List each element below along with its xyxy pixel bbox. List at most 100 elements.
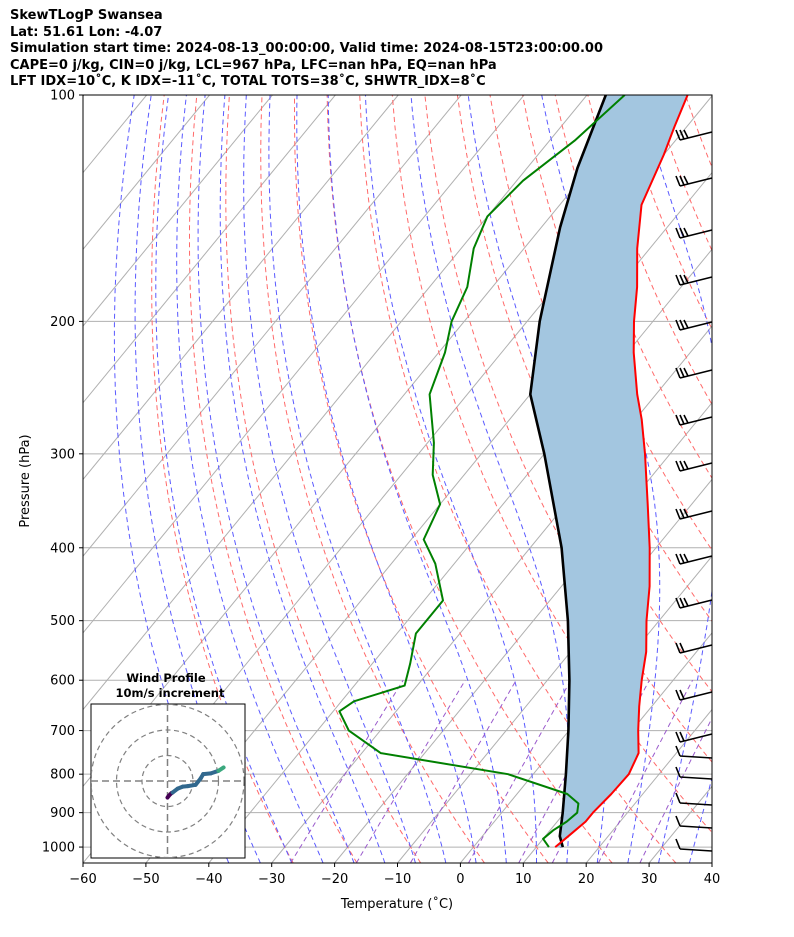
wind-barb-feather xyxy=(675,553,681,565)
wind-barb xyxy=(675,367,713,379)
wind-barb-staff xyxy=(679,462,713,472)
dry-adiabat-line xyxy=(783,95,794,863)
wind-barb-staff xyxy=(679,848,713,852)
wind-barb-staff xyxy=(679,131,713,141)
dewpoint-profile-line xyxy=(338,95,626,848)
wind-barb-feather xyxy=(675,319,681,331)
wind-barb-feather xyxy=(683,129,689,139)
wind-barb xyxy=(675,838,713,852)
wind-barb-feather xyxy=(675,508,681,520)
isotherm-line xyxy=(648,785,712,863)
stability-indices: LFT IDX=10˚C, K IDX=-11˚C, TOTAL TOTS=38… xyxy=(10,74,486,89)
wind-barb-feather xyxy=(679,274,685,285)
wind-barb-feather xyxy=(675,838,681,850)
y-tick-label: 800 xyxy=(50,768,75,783)
wind-barb-staff xyxy=(679,229,713,239)
chart-header: SkewTLogP Swansea Lat: 51.61 Lon: -4.07 … xyxy=(10,8,603,91)
wind-barb-staff xyxy=(679,416,713,426)
wind-barb-feather xyxy=(679,689,685,700)
wind-barb xyxy=(675,766,713,780)
dry-adiabat-line xyxy=(151,95,294,863)
isotherm-line xyxy=(83,95,273,327)
wind-barb-staff xyxy=(679,369,713,379)
wind-barb-feather xyxy=(679,642,685,653)
moist-adiabat-line xyxy=(243,95,416,863)
mixing-ratio-line xyxy=(639,717,712,863)
wind-barb-feather xyxy=(683,319,689,329)
isotherm-line xyxy=(83,95,85,97)
cape-fill xyxy=(530,95,688,848)
hodograph-title: Wind Profile xyxy=(126,671,206,685)
x-tick-label: 30 xyxy=(641,872,658,887)
wind-barb xyxy=(675,597,713,609)
wind-barb-feather xyxy=(675,227,681,239)
wind-barb-feather xyxy=(683,227,689,237)
cape-region xyxy=(530,95,688,848)
wind-barb-feather xyxy=(679,460,685,471)
wind-barb xyxy=(675,414,713,426)
wind-barb xyxy=(675,553,713,565)
x-axis: −60 −50 −40 −30 −20 −10 0 10 20 30 40 xyxy=(69,863,720,887)
isotherm-line xyxy=(585,708,712,863)
isotherm-line xyxy=(208,248,712,863)
profiles xyxy=(338,95,689,848)
y-tick-label: 700 xyxy=(50,724,75,739)
isotherm-line xyxy=(83,95,462,557)
wind-barb-feather xyxy=(679,597,685,608)
wind-barb-feather xyxy=(675,792,681,804)
wind-barb-staff xyxy=(679,276,713,286)
wind-barb xyxy=(675,227,713,239)
wind-barb xyxy=(675,642,713,654)
y-tick-label: 1000 xyxy=(42,841,75,856)
moist-adiabat-line xyxy=(410,95,571,863)
wind-barb-feather xyxy=(679,731,685,742)
wind-barb-feather xyxy=(675,689,681,701)
moist-adiabat-line xyxy=(365,95,537,863)
wind-barb xyxy=(675,815,713,829)
isotherm-line xyxy=(775,95,794,863)
wind-barb-feather xyxy=(675,745,681,757)
chart-title: SkewTLogP Swansea xyxy=(10,8,163,23)
wind-barb-feather xyxy=(679,367,685,378)
moist-adiabat-line xyxy=(327,95,507,863)
wind-barb-staff xyxy=(679,802,713,806)
y-tick-label: 100 xyxy=(50,89,75,104)
wind-barb-feather xyxy=(675,460,681,472)
x-tick-label: −60 xyxy=(69,872,96,887)
wind-barb xyxy=(675,319,713,331)
hodograph-trace-segment xyxy=(216,765,226,773)
wind-barb-feather xyxy=(675,274,681,286)
isotherm-line xyxy=(460,555,712,863)
wind-barb-feather xyxy=(675,815,681,827)
wind-barb-feather xyxy=(683,367,689,377)
moist-adiabat-line xyxy=(155,95,293,863)
y-tick-label: 300 xyxy=(50,447,75,462)
wind-barb-feather xyxy=(675,175,681,187)
moist-adiabat-line xyxy=(176,95,324,863)
wind-barb-staff xyxy=(679,776,713,780)
dry-adiabat-line xyxy=(359,95,677,863)
wind-barb-staff xyxy=(679,825,713,829)
wind-barb xyxy=(675,274,713,286)
dry-adiabat-line xyxy=(294,95,549,863)
hodograph-subtitle: 10m/s increment xyxy=(116,686,225,700)
isotherm-line xyxy=(83,95,210,251)
wind-barb xyxy=(675,175,713,187)
x-tick-label: −40 xyxy=(195,872,222,887)
y-tick-label: 400 xyxy=(50,541,75,556)
wind-barb-staff xyxy=(679,599,713,609)
moist-adiabat-line xyxy=(268,95,447,863)
wind-barb-feather xyxy=(675,414,681,426)
wind-barb xyxy=(675,460,713,472)
x-tick-label: 10 xyxy=(515,872,532,887)
wind-barb xyxy=(675,129,713,141)
x-tick-label: 40 xyxy=(704,872,721,887)
simulation-times: Simulation start time: 2024-08-13_00:00:… xyxy=(10,41,603,56)
y-tick-label: 900 xyxy=(50,806,75,821)
wind-barb-feather xyxy=(683,597,689,607)
dry-adiabat-line xyxy=(685,95,712,169)
moist-adiabat-line xyxy=(688,775,712,863)
moist-adiabat-line xyxy=(197,95,355,863)
x-tick-label: 0 xyxy=(456,872,464,887)
